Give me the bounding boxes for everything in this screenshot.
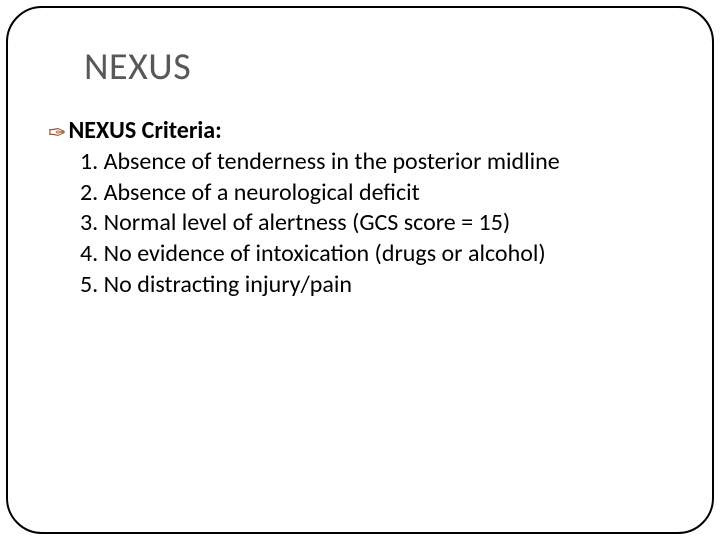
bullet-icon: ✑ <box>48 122 66 144</box>
list-item: 2. Absence of a neurological deficit <box>80 178 672 209</box>
list-item: 4. No evidence of intoxication (drugs or… <box>80 239 672 270</box>
list-item: 1. Absence of tenderness in the posterio… <box>80 147 672 178</box>
slide-title: NEXUS <box>84 44 672 90</box>
body-area: ✑ NEXUS Criteria: 1. Absence of tenderne… <box>48 116 672 301</box>
criteria-heading: NEXUS Criteria: <box>68 116 221 145</box>
list-item: 5. No distracting injury/pain <box>80 270 672 301</box>
list-item: 3. Normal level of alertness (GCS score … <box>80 208 672 239</box>
slide-frame: NEXUS ✑ NEXUS Criteria: 1. Absence of te… <box>6 6 714 534</box>
criteria-list: 1. Absence of tenderness in the posterio… <box>80 147 672 301</box>
heading-row: ✑ NEXUS Criteria: <box>48 116 672 145</box>
